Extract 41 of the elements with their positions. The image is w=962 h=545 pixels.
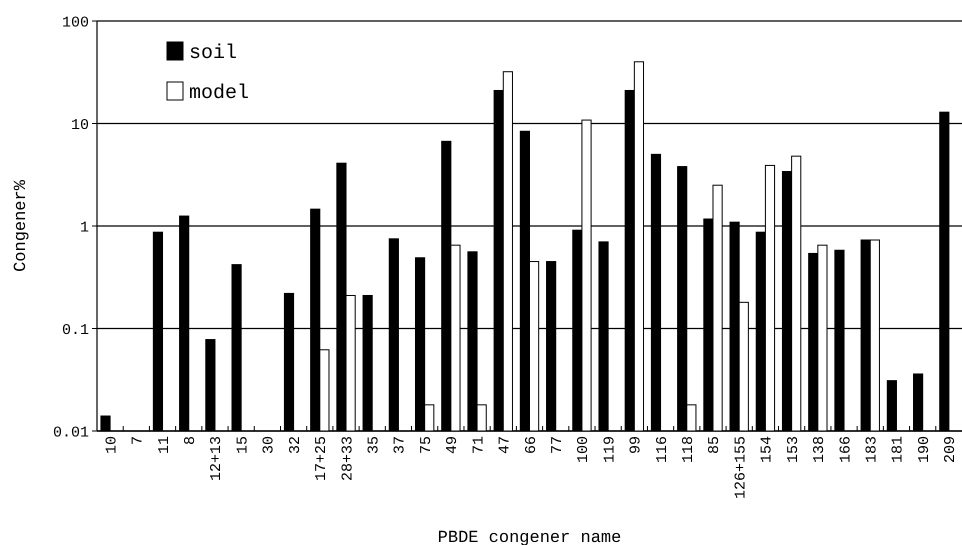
x-tick-label: 166 [837, 436, 854, 464]
x-tick-label: 10 [103, 436, 120, 454]
x-tick-label: 118 [680, 436, 698, 464]
x-tick-label: 37 [392, 436, 409, 454]
x-tick-label: 17+25 [313, 436, 330, 482]
x-tick-label: 77 [548, 436, 566, 454]
x-tick-label: 99 [628, 436, 645, 454]
x-tick-label: 126+155 [732, 436, 750, 500]
x-tick-label: 153 [784, 436, 802, 464]
x-tick-label: 28+33 [339, 436, 356, 482]
y-tick-label: 0.01 [52, 424, 89, 442]
y-tick-label: 1 [80, 219, 89, 236]
x-tick-label: 100 [575, 436, 592, 464]
x-tick-label: 71 [470, 436, 488, 454]
x-tick-label: 181 [890, 436, 907, 464]
x-tick-label: 11 [156, 436, 173, 454]
x-tick-label: 154 [758, 436, 776, 464]
x-tick-label: 66 [522, 436, 540, 454]
x-tick-label: 8 [182, 436, 199, 446]
x-tick-label: 116 [654, 436, 671, 464]
x-tick-label: 32 [286, 436, 304, 454]
x-tick-label: 30 [260, 436, 278, 454]
x-tick-label: 47 [496, 436, 514, 454]
x-tick-label: 35 [365, 436, 382, 454]
x-tick-label: 183 [864, 436, 881, 464]
legend-label: soil [189, 42, 238, 65]
y-tick-label: 100 [62, 14, 89, 32]
x-tick-label: 119 [601, 436, 618, 464]
x-tick-label: 49 [444, 436, 462, 454]
x-tick-label: 15 [234, 436, 252, 454]
y-tick-label: 0.1 [62, 322, 89, 339]
x-tick-label: 75 [418, 436, 435, 454]
x-tick-label: 7 [130, 436, 147, 446]
x-tick-label: 138 [811, 436, 828, 464]
x-tick-label: 190 [916, 436, 933, 464]
x-tick-label: 209 [942, 436, 960, 464]
y-axis-title: Congener% [12, 179, 31, 272]
legend-label: model [189, 82, 250, 105]
x-tick-label: 12+13 [208, 436, 226, 482]
x-tick-label: 85 [706, 436, 724, 454]
y-tick-label: 10 [70, 116, 89, 134]
